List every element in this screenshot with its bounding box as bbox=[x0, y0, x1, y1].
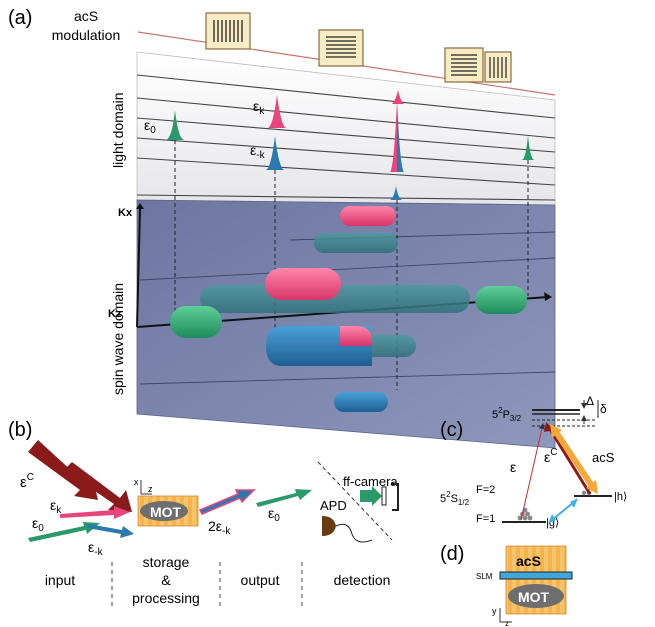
coupling-beam-1 bbox=[28, 440, 98, 500]
output-2emk-arrow bbox=[198, 489, 256, 515]
pulse-center-bottom bbox=[390, 186, 402, 200]
small-delta-label: δ bbox=[600, 402, 607, 416]
detection-divider bbox=[317, 461, 393, 541]
apd-icon bbox=[322, 516, 336, 536]
pulse-right bbox=[522, 135, 534, 160]
input-e0-label: ε0 bbox=[32, 515, 44, 534]
acs-transition-label: acS bbox=[592, 450, 615, 465]
ff-camera-label: ff-camera bbox=[343, 474, 398, 489]
spin-wave-plane bbox=[136, 199, 556, 449]
coupling-label: εC bbox=[20, 472, 34, 491]
atom-population bbox=[517, 490, 592, 521]
pulse-ek bbox=[268, 95, 286, 128]
apd-cable bbox=[335, 523, 373, 543]
level-s12-label: 52S1/2 bbox=[440, 490, 470, 507]
acs-label-line2: modulation bbox=[52, 27, 121, 43]
light-domain-lines bbox=[136, 74, 556, 201]
output-e0-arrow bbox=[256, 489, 312, 507]
kx-axis-arrow bbox=[136, 203, 144, 209]
coupling-transition-label: εC bbox=[544, 447, 557, 465]
ket-h-label: |h⟩ bbox=[614, 491, 627, 503]
spin-wave-pink-cap bbox=[340, 326, 372, 346]
spin-wave-label: spin wave domain bbox=[110, 283, 126, 395]
acs-transition bbox=[553, 430, 595, 488]
pulse-emk bbox=[266, 136, 284, 170]
ff-camera-sensor bbox=[392, 483, 399, 511]
acs-beam-label: acS bbox=[516, 553, 541, 569]
pulse-ek-label: εk bbox=[253, 98, 265, 117]
spin-wave-pink-top bbox=[340, 206, 396, 226]
acs-label-line1: acS bbox=[74, 8, 98, 24]
mot-axis-x-label: x bbox=[134, 477, 139, 487]
pulse-center-blue bbox=[397, 100, 404, 172]
stage-detection: detection bbox=[334, 572, 391, 588]
input-emk-label: ε-k bbox=[88, 539, 104, 558]
slm-pattern-1 bbox=[205, 12, 251, 50]
mot-cloud-d bbox=[508, 584, 564, 608]
output-2emk-label: 2ε-k bbox=[208, 518, 231, 537]
input-ek-arrow bbox=[60, 506, 130, 519]
kx-axis bbox=[136, 208, 141, 328]
f2-label: F=2 bbox=[476, 484, 495, 496]
stage-storage-3: processing bbox=[132, 590, 200, 606]
d-axis-z-label: z bbox=[505, 619, 509, 627]
acs-transition-head bbox=[586, 480, 598, 494]
delta-label: Δ bbox=[586, 394, 594, 408]
mot-cloud bbox=[140, 501, 188, 521]
panel-label-b: (b) bbox=[8, 419, 32, 441]
kz-axis-label: Kz bbox=[108, 308, 122, 320]
mot-axis-z-label: z bbox=[148, 484, 153, 494]
coupling-transition bbox=[546, 425, 592, 495]
level-p32-label: 52P3/2 bbox=[492, 406, 522, 423]
spin-wave-green-left bbox=[170, 306, 222, 338]
spin-wave-teal-upper bbox=[314, 233, 398, 253]
output-e0-label: ε0 bbox=[268, 505, 280, 524]
apd-label: APD bbox=[320, 498, 347, 513]
panel-label-a: (a) bbox=[8, 7, 32, 29]
kx-axis-label: Kx bbox=[118, 207, 133, 219]
probe-label: ε bbox=[510, 459, 516, 475]
f1-label: F=1 bbox=[476, 513, 495, 525]
slm-bar bbox=[499, 571, 573, 580]
pulse-center-pink bbox=[390, 100, 397, 172]
slm-pattern-2 bbox=[318, 29, 364, 67]
stage-storage-2: & bbox=[161, 572, 171, 588]
mot-label-d: MOT bbox=[518, 589, 550, 605]
kz-axis-arrow bbox=[544, 292, 552, 301]
coupling-beam-2 bbox=[64, 462, 132, 512]
probe-transition bbox=[520, 423, 545, 521]
input-emk-arrow bbox=[87, 524, 134, 538]
stage-output: output bbox=[241, 572, 280, 588]
pulse-e0 bbox=[166, 110, 184, 140]
panel-label-c: (c) bbox=[440, 419, 463, 441]
mot-label: MOT bbox=[150, 504, 182, 520]
ff-camera-lens bbox=[381, 486, 387, 506]
raman-head-left bbox=[548, 514, 556, 524]
slm-pattern-3 bbox=[444, 47, 512, 83]
spin-wave-green-right bbox=[475, 286, 527, 314]
input-e0-arrow bbox=[28, 522, 100, 542]
raman-transition bbox=[551, 501, 575, 521]
pulse-emk-label: ε-k bbox=[250, 142, 266, 161]
stage-input: input bbox=[45, 572, 75, 588]
stage-storage-1: storage bbox=[143, 554, 190, 570]
slm-label: SLM bbox=[476, 572, 493, 581]
spin-wave-pink-mid bbox=[265, 268, 341, 300]
raman-head-right bbox=[570, 498, 578, 508]
input-ek-label: εk bbox=[50, 497, 62, 516]
pulse-center-top bbox=[392, 90, 404, 104]
light-domain-label: light domain bbox=[110, 93, 126, 169]
pulse-e0-label: ε0 bbox=[144, 117, 156, 136]
spin-wave-blue-bottom bbox=[334, 392, 388, 412]
d-axis-y-label: y bbox=[492, 606, 497, 616]
acs-transition-tail bbox=[550, 424, 562, 438]
ff-camera-icon bbox=[360, 486, 382, 506]
panel-label-d: (d) bbox=[440, 543, 464, 565]
